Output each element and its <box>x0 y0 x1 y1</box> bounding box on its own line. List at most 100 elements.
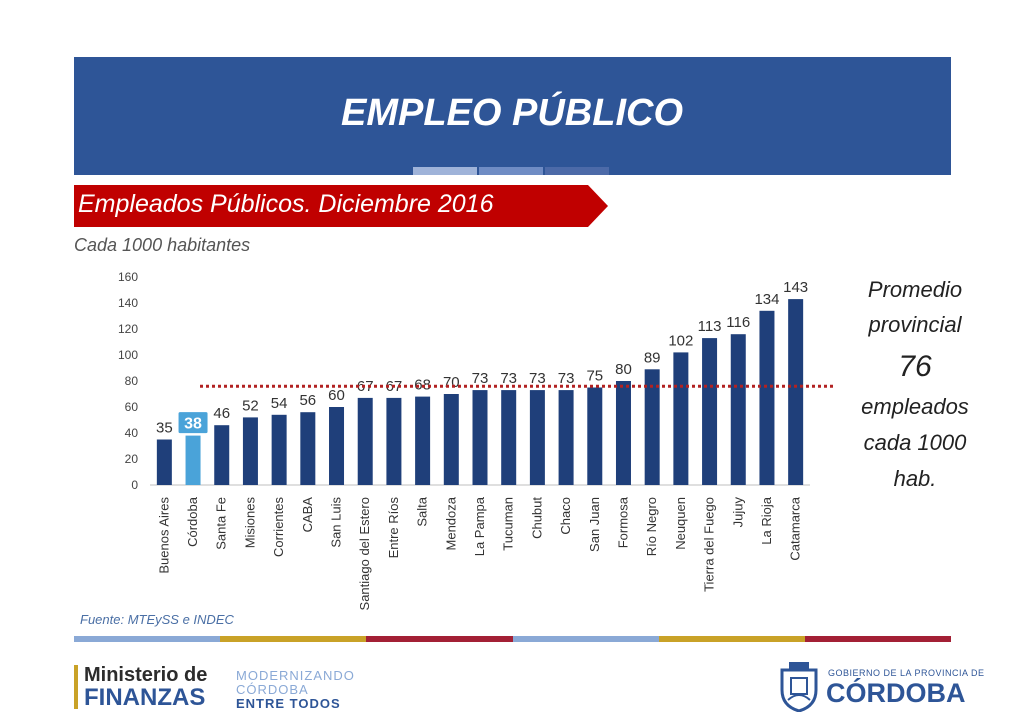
bar <box>558 390 574 485</box>
y-tick-label: 100 <box>118 348 138 362</box>
y-tick-label: 120 <box>118 322 138 336</box>
bar <box>300 412 316 485</box>
source-note: Fuente: MTEySS e INDEC <box>80 612 234 627</box>
color-stripe <box>74 636 952 642</box>
data-label: 116 <box>726 314 750 331</box>
category-label: Santiago del Estero <box>357 497 372 610</box>
category-label: Jujuy <box>730 497 745 528</box>
stripe-segment <box>658 636 805 642</box>
bar <box>472 390 488 485</box>
bar <box>702 338 718 485</box>
modernizando-line3: ENTRE TODOS <box>236 696 341 711</box>
stripe-segment <box>512 636 659 642</box>
category-label: La Rioja <box>759 496 774 544</box>
category-label: Misiones <box>242 497 257 549</box>
data-label: 80 <box>615 361 632 378</box>
ministerio-logo-line2: FINANZAS <box>84 684 206 711</box>
bar <box>415 396 431 485</box>
bar <box>759 310 775 485</box>
data-label: 56 <box>299 392 316 409</box>
data-label: 113 <box>698 318 722 335</box>
category-label: San Luis <box>329 497 344 548</box>
bar <box>271 414 287 485</box>
category-label: Entre Ríos <box>386 497 401 559</box>
category-label: Tucuman <box>501 497 516 551</box>
category-label: Mendoza <box>443 496 458 550</box>
data-label: 60 <box>328 387 345 404</box>
bar <box>788 299 804 485</box>
gobierno-small-text: GOBIERNO DE LA PROVINCIA DE <box>828 668 985 678</box>
bar <box>156 439 172 485</box>
average-value: 76 <box>898 350 932 383</box>
bar <box>443 394 459 485</box>
data-label: 54 <box>271 395 288 412</box>
data-label: 35 <box>156 420 173 437</box>
bar <box>386 397 402 485</box>
stripe-segment <box>220 636 367 642</box>
category-label: Formosa <box>615 496 630 548</box>
category-label: Córdoba <box>185 496 200 547</box>
data-label: 38 <box>184 416 202 433</box>
bar <box>587 387 603 485</box>
data-label: 143 <box>783 279 808 296</box>
category-label: Chaco <box>558 497 573 535</box>
category-label: San Juan <box>587 497 602 552</box>
bar <box>329 407 345 485</box>
bar-chart: 0 20 40 60 80 100 120 140 160 35 Buenos Aires 38 Cór… <box>118 270 835 610</box>
category-label: Neuquen <box>673 497 688 550</box>
cordoba-crest-icon <box>780 662 818 712</box>
y-tick-label: 60 <box>125 400 139 414</box>
average-title-line2: provincial <box>868 312 962 337</box>
data-label: 89 <box>644 349 661 366</box>
ministerio-logo-line1: Ministerio de <box>84 664 208 686</box>
bar <box>644 369 660 485</box>
ministerio-accent-bar <box>74 665 78 709</box>
modernizando-line2: CÓRDOBA <box>236 682 309 697</box>
category-label: Corrientes <box>271 497 286 557</box>
category-label: Tierra del Fuego <box>702 497 717 592</box>
banner-accent-1 <box>413 167 477 175</box>
data-label: 134 <box>754 291 779 308</box>
banner-accent-2 <box>479 167 543 175</box>
category-label: CABA <box>300 497 315 533</box>
category-label: Chubut <box>529 497 544 539</box>
subtitle-arrow-box <box>74 185 608 227</box>
average-title: Promedio provincial <box>840 272 990 342</box>
average-unit-line3: hab. <box>893 466 937 491</box>
data-label: 52 <box>242 397 259 414</box>
data-label: 70 <box>443 374 460 391</box>
stripe-segment <box>366 636 513 642</box>
banner-accent-3 <box>545 167 609 175</box>
category-label: Catamarca <box>788 496 803 560</box>
stripe-segment <box>804 636 952 642</box>
bar <box>615 381 631 485</box>
average-title-line1: Promedio <box>867 277 963 302</box>
average-unit: empleados cada 1000 hab. <box>840 389 990 497</box>
y-tick-label: 80 <box>125 374 139 388</box>
chart-subtitle: Empleados Públicos. Diciembre 2016 <box>78 190 494 218</box>
data-label: 67 <box>357 378 374 395</box>
data-label: 73 <box>529 370 546 387</box>
average-unit-line1: empleados <box>861 394 969 419</box>
gobierno-cordoba-text: CÓRDOBA <box>826 678 966 708</box>
bar <box>357 397 373 485</box>
data-label: 75 <box>586 368 603 385</box>
bar <box>730 334 746 485</box>
modernizando-line1: MODERNIZANDO <box>236 668 355 683</box>
category-label: Santa Fe <box>214 497 229 550</box>
category-label: Buenos Aires <box>156 497 171 574</box>
data-label: 73 <box>472 370 489 387</box>
category-label: La Pampa <box>472 496 487 556</box>
title-banner <box>74 57 951 175</box>
data-label: 73 <box>558 370 575 387</box>
unit-note: Cada 1000 habitantes <box>74 235 251 255</box>
stripe-segment <box>74 636 221 642</box>
average-unit-line2: cada 1000 <box>863 430 967 455</box>
highlight-value-box <box>177 411 209 435</box>
bar <box>214 425 230 485</box>
page-title: EMPLEO PÚBLICO <box>340 92 684 134</box>
category-label: Río Negro <box>644 497 659 556</box>
banner-accent-bars <box>413 167 611 175</box>
data-label: 73 <box>500 370 517 387</box>
bar <box>673 352 689 485</box>
